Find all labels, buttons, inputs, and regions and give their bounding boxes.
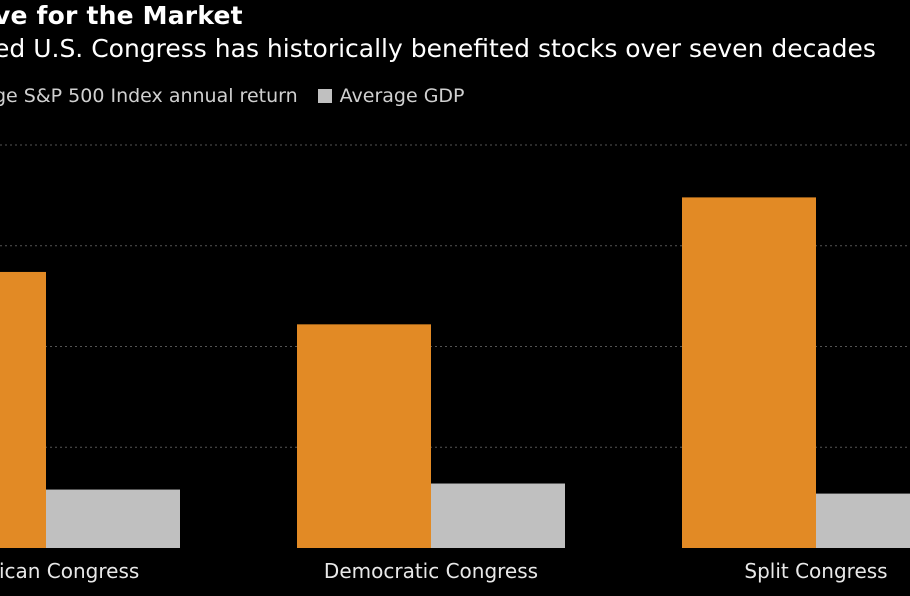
- x-tick-label-1: Democratic Congress: [324, 559, 538, 583]
- bar-sp500-2: [682, 197, 816, 548]
- bar-gdp-1: [431, 483, 565, 548]
- legend-swatch-gdp: [317, 89, 332, 103]
- bar-gdp-0: [46, 489, 180, 548]
- chart-subtitle: ed U.S. Congress has historically benefi…: [0, 34, 876, 63]
- legend-label-gdp: Average GDP: [339, 85, 465, 107]
- x-tick-label-2: Split Congress: [744, 559, 887, 583]
- legend-item-gdp: Average GDP: [317, 85, 465, 107]
- x-tick-label-0: blican Congress: [0, 559, 139, 583]
- bar-gdp-2: [816, 493, 910, 548]
- bar-sp500-1: [297, 324, 431, 548]
- legend-label-sp500: ge S&P 500 Index annual return: [0, 85, 298, 107]
- legend-item-sp500: ge S&P 500 Index annual return: [0, 85, 298, 107]
- chart-legend: ge S&P 500 Index annual return Average G…: [0, 85, 485, 107]
- bar-sp500-0: [0, 271, 46, 548]
- chart-title: ve for the Market: [0, 1, 243, 30]
